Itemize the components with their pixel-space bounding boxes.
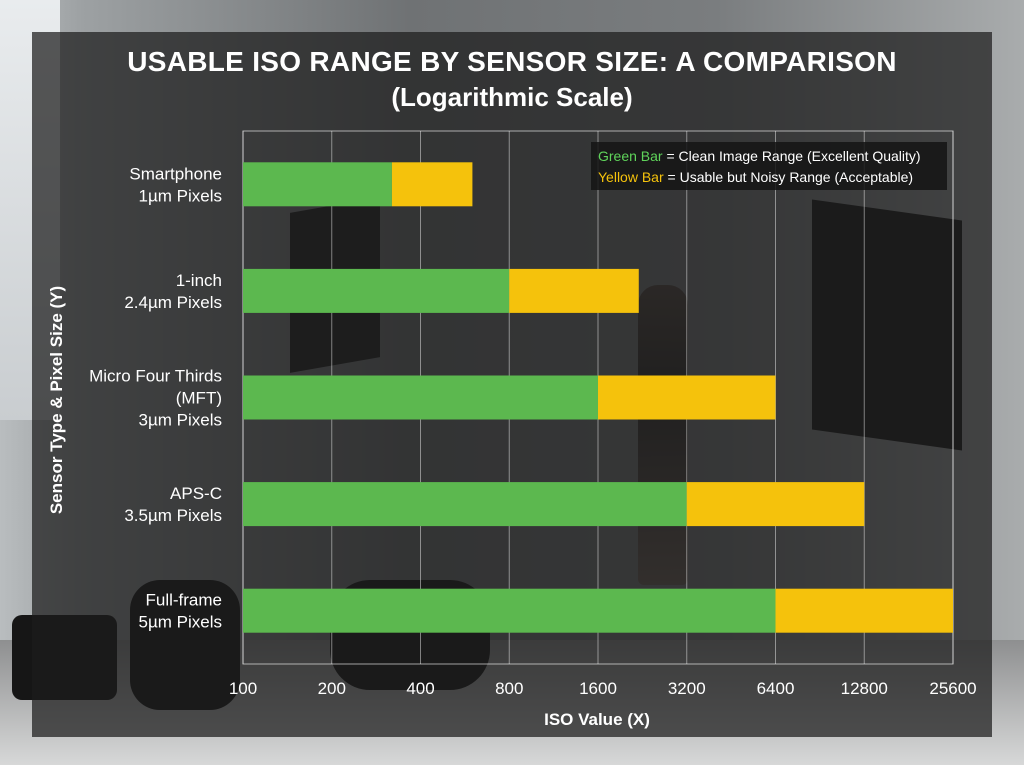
legend-box (591, 142, 947, 190)
legend-text-yellow: = Usable but Noisy Range (Acceptable) (668, 169, 914, 185)
bar-yellow-1 (509, 268, 639, 313)
x-tick-label-800: 800 (495, 679, 523, 698)
bar-yellow-4 (775, 588, 953, 633)
bar-yellow-0 (391, 162, 473, 207)
x-tick-label-400: 400 (406, 679, 434, 698)
legend-key-yellow: Yellow Bar (598, 169, 664, 185)
x-tick-label-200: 200 (318, 679, 346, 698)
category-label-1: 1-inch 2.4µm Pixels (124, 271, 222, 312)
category-label-3: APS-C 3.5µm Pixels (124, 484, 222, 525)
legend: Green Bar = Clean Image Range (Excellent… (591, 142, 947, 190)
bar-yellow-3 (686, 482, 865, 527)
x-tick-label-6400: 6400 (757, 679, 795, 698)
legend-key-green: Green Bar (598, 148, 663, 164)
legend-entry-yellow: Yellow Bar = Usable but Noisy Range (Acc… (598, 169, 913, 185)
x-tick-label-25600: 25600 (929, 679, 976, 698)
bar-green-2 (243, 375, 598, 420)
legend-entry-green: Green Bar = Clean Image Range (Excellent… (598, 148, 921, 164)
x-tick-label-1600: 1600 (579, 679, 617, 698)
bar-yellow-2 (598, 375, 776, 420)
x-tick-label-100: 100 (229, 679, 257, 698)
bar-green-4 (243, 588, 776, 633)
category-label-2: Micro Four Thirds (MFT) 3µm Pixels (89, 367, 222, 430)
category-label-0: Smartphone 1µm Pixels (129, 164, 222, 205)
x-tick-label-12800: 12800 (841, 679, 888, 698)
bars (243, 162, 953, 633)
x-tick-label-3200: 3200 (668, 679, 706, 698)
x-axis-label: ISO Value (X) (544, 710, 650, 729)
chart-subtitle: (Logarithmic Scale) (391, 82, 632, 112)
x-tick-labels: 100 200 400 800 1600 3200 6400 12800 25600 (229, 679, 977, 698)
bar-green-3 (243, 482, 687, 527)
chart-title: USABLE ISO RANGE BY SENSOR SIZE: A COMPA… (127, 46, 897, 77)
legend-text-green: = Clean Image Range (Excellent Quality) (666, 148, 920, 164)
category-labels: Smartphone 1µm Pixels 1-inch 2.4µm Pixels Mi… (89, 164, 222, 631)
bar-green-0 (243, 162, 392, 207)
bar-green-1 (243, 268, 510, 313)
y-axis-label: Sensor Type & Pixel Size (Y) (47, 286, 66, 514)
category-label-4: Full-frame 5µm Pixels (139, 591, 222, 632)
